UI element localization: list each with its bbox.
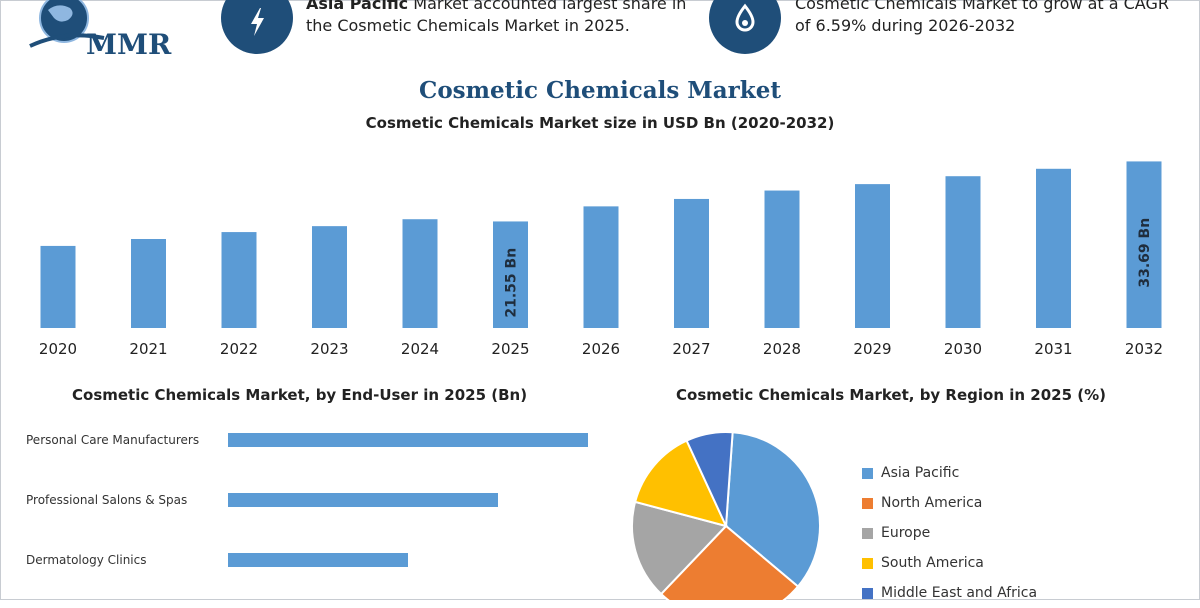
legend-label: Middle East and Africa	[881, 585, 1038, 601]
banner-line2: the Cosmetic Chemicals Market in 2025.	[306, 16, 630, 35]
banner-rest: Market accounted largest share in	[413, 0, 687, 13]
pie-slice-asia-pacific	[724, 431, 821, 588]
bar-2027	[674, 198, 709, 328]
bar-2028	[764, 190, 800, 328]
x-tick-label: 2031	[1034, 340, 1072, 358]
banner-bold: Asia Pacific	[306, 0, 409, 13]
pie-slice-south-america	[633, 439, 728, 528]
legend-item: Europe	[862, 518, 1037, 548]
enduser-category-label: Dermatology Clinics	[26, 553, 146, 567]
bar-chart-title: Cosmetic Chemicals Market size in USD Bn…	[365, 114, 835, 132]
mmr-logo: MMR	[29, 0, 172, 61]
legend-label: Asia Pacific	[881, 465, 960, 481]
bar-2022	[221, 232, 257, 328]
legend-label: Europe	[881, 525, 931, 541]
x-tick-label: 2023	[310, 340, 348, 358]
enduser-category-label: Professional Salons & Spas	[26, 493, 187, 507]
page-title: Cosmetic Chemicals Market	[419, 77, 781, 104]
x-tick-label: 2027	[672, 340, 710, 358]
pie-slice-north-america	[659, 524, 800, 600]
x-tick-label: 2025	[491, 340, 529, 358]
region-pie-chart	[631, 431, 821, 600]
legend-swatch	[862, 587, 873, 599]
banner-line2: of 6.59% during 2026-2032	[795, 16, 1016, 35]
enduser-bar	[228, 553, 408, 567]
legend-swatch	[862, 557, 873, 569]
legend-swatch	[862, 467, 873, 479]
banner-cagr: Cosmetic Chemicals Market to grow at a C…	[795, 0, 1195, 37]
lightning-icon	[221, 0, 293, 54]
market-size-bar-chart: 2020 2021 2022 2023 2024 2025 21.55 Bn 2026 2027…	[39, 161, 1163, 358]
region-legend: Asia Pacific North America Europe South Ame…	[862, 458, 1037, 608]
bar-2032	[1126, 161, 1162, 328]
x-tick-label: 2029	[853, 340, 891, 358]
legend-item: North America	[862, 488, 1037, 518]
bar-2031	[1036, 168, 1071, 328]
x-tick-label: 2022	[220, 340, 258, 358]
bar-data-label: 21.55 Bn	[504, 248, 520, 318]
pie-slice-europe	[631, 500, 728, 596]
legend-item: Asia Pacific	[862, 458, 1037, 488]
enduser-bar-chart: Personal Care Manufacturers Professional …	[26, 433, 588, 567]
banner-line1: Cosmetic Chemicals Market to grow at a C…	[795, 0, 1169, 13]
x-tick-label: 2032	[1125, 340, 1163, 358]
bar-2026	[583, 206, 619, 328]
pie-slice-middle-east-and-africa	[685, 431, 734, 527]
x-tick-label: 2021	[129, 340, 167, 358]
bar-data-label: 33.69 Bn	[1137, 218, 1153, 288]
x-tick-label: 2024	[401, 340, 439, 358]
region-chart-title: Cosmetic Chemicals Market, by Region in …	[676, 386, 1106, 404]
legend-swatch	[862, 497, 873, 509]
bar-2021	[131, 239, 166, 328]
bar-2029	[855, 184, 890, 328]
legend-label: South America	[881, 555, 984, 571]
banner-asia-pacific: Asia Pacific Market accounted largest sh…	[306, 0, 696, 37]
legend-item: Middle East and Africa	[862, 578, 1037, 608]
x-tick-label: 2020	[39, 340, 77, 358]
enduser-bar	[228, 433, 588, 447]
bar-2025	[493, 221, 528, 328]
legend-swatch	[862, 527, 873, 539]
bar-2024	[402, 219, 438, 328]
x-tick-label: 2028	[763, 340, 801, 358]
bar-2023	[312, 226, 347, 328]
svg-text:MMR: MMR	[86, 28, 172, 61]
drop-icon	[709, 0, 781, 54]
legend-item: South America	[862, 548, 1037, 578]
x-tick-label: 2030	[944, 340, 982, 358]
bar-2020	[40, 245, 76, 328]
enduser-bar	[228, 493, 498, 507]
x-tick-label: 2026	[582, 340, 620, 358]
enduser-category-label: Personal Care Manufacturers	[26, 433, 199, 447]
enduser-chart-title: Cosmetic Chemicals Market, by End-User i…	[72, 386, 528, 404]
bar-2030	[945, 176, 981, 328]
legend-label: North America	[881, 495, 983, 511]
